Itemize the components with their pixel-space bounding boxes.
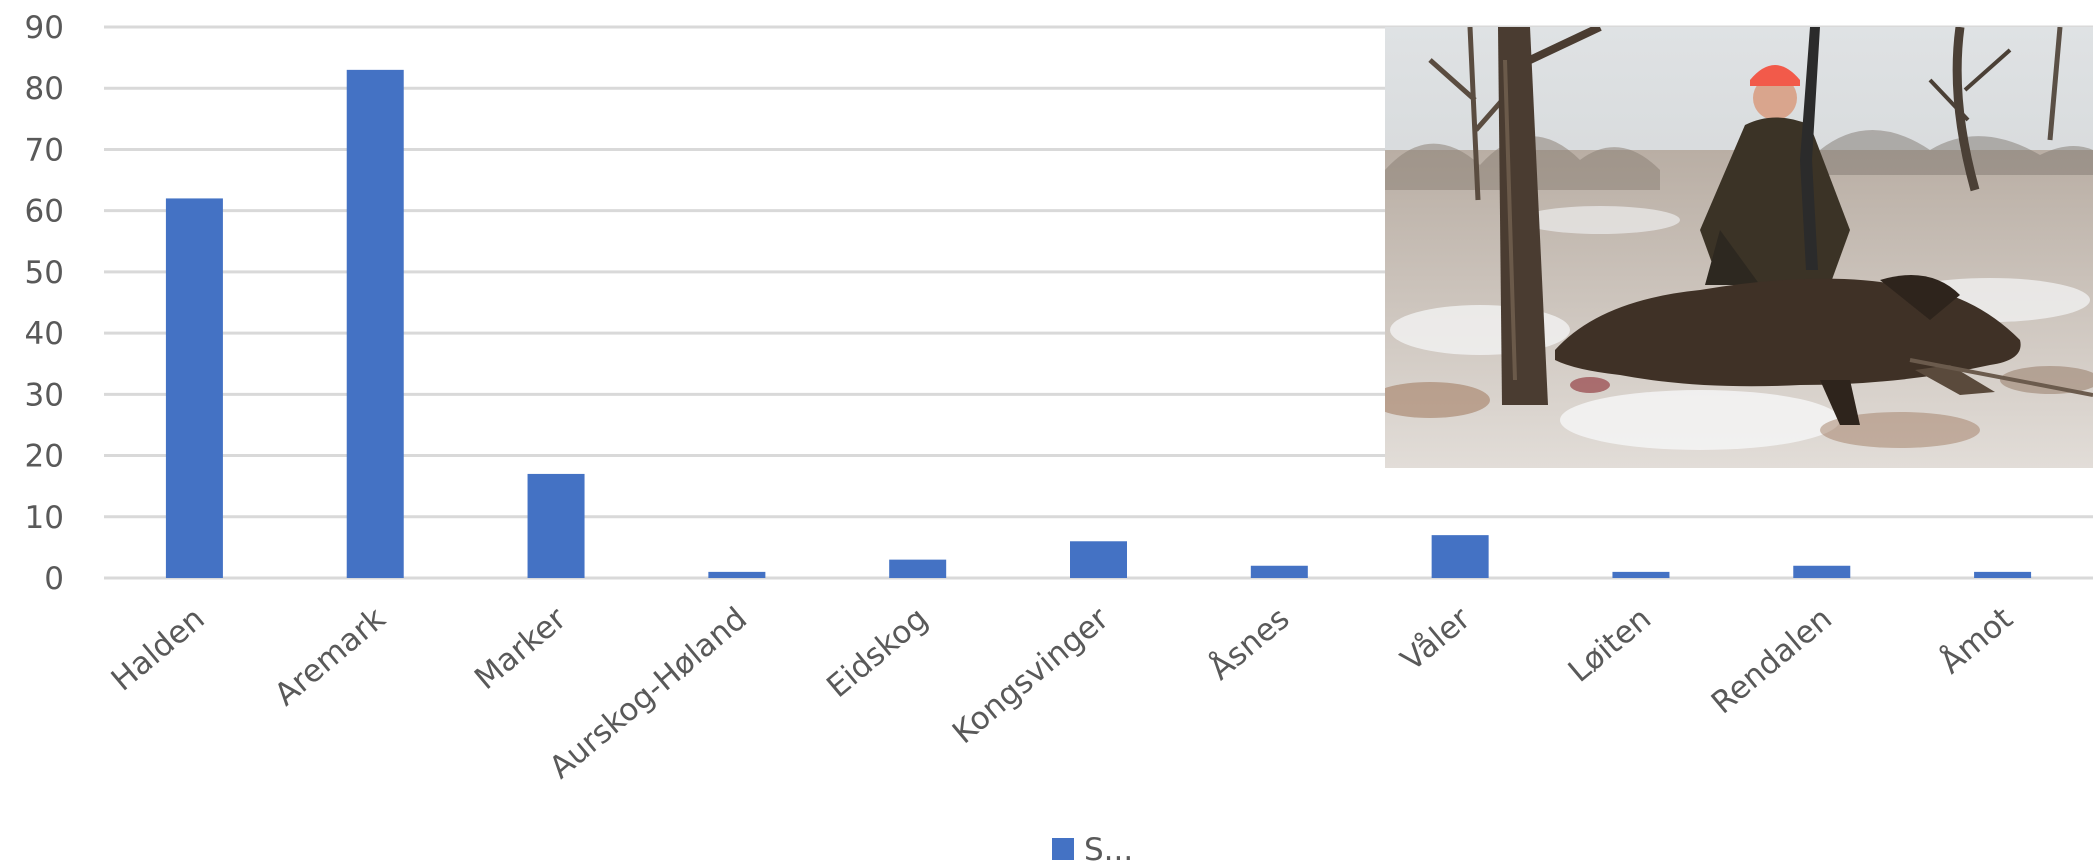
x-tick-label: Rendalen bbox=[1705, 601, 1839, 722]
y-tick-label: 20 bbox=[25, 439, 64, 475]
x-tick-label: Eidskog bbox=[820, 601, 935, 705]
x-tick-label: Halden bbox=[105, 601, 212, 699]
x-tick-label: Kongsvinger bbox=[946, 600, 1116, 751]
bar-løiten bbox=[1612, 571, 1670, 578]
hunter-with-wild-boar-photo bbox=[1385, 27, 2093, 468]
y-tick-label: 30 bbox=[25, 377, 64, 413]
bar-rendalen bbox=[1793, 565, 1851, 578]
bar-våler bbox=[1431, 535, 1489, 578]
bar-åmot bbox=[1974, 571, 2032, 578]
y-tick-label: 60 bbox=[25, 194, 64, 230]
x-tick-label: Våler bbox=[1394, 600, 1477, 678]
y-axis-ticks: 0 10 20 30 40 50 60 70 80 90 bbox=[25, 10, 64, 597]
y-tick-label: 50 bbox=[25, 255, 64, 291]
y-tick-label: 70 bbox=[25, 132, 64, 168]
bars bbox=[165, 69, 2032, 578]
x-tick-label: Åmot bbox=[1933, 601, 2019, 682]
legend-label: S... bbox=[1084, 832, 1133, 864]
y-tick-label: 0 bbox=[44, 561, 64, 597]
x-tick-label: Aremark bbox=[268, 601, 392, 714]
bar-eidskog bbox=[889, 559, 947, 578]
y-tick-label: 80 bbox=[25, 71, 64, 107]
bar-kongsvinger bbox=[1070, 541, 1127, 578]
y-tick-label: 40 bbox=[25, 316, 64, 352]
x-tick-label: Marker bbox=[468, 600, 573, 697]
x-tick-label: Åsnes bbox=[1203, 601, 1297, 688]
y-tick-label: 10 bbox=[25, 500, 64, 536]
x-tick-label: Aurskog-Høland bbox=[543, 601, 754, 786]
bar-marker bbox=[527, 473, 585, 578]
bar-åsnes bbox=[1250, 565, 1308, 578]
bar-aurskog-høland bbox=[708, 571, 766, 578]
legend: S... bbox=[1052, 832, 1133, 864]
bar-aremark bbox=[346, 69, 404, 578]
legend-swatch bbox=[1052, 838, 1074, 860]
bar-halden bbox=[165, 198, 223, 578]
x-tick-label: Løiten bbox=[1562, 601, 1658, 690]
y-tick-label: 90 bbox=[25, 10, 64, 46]
